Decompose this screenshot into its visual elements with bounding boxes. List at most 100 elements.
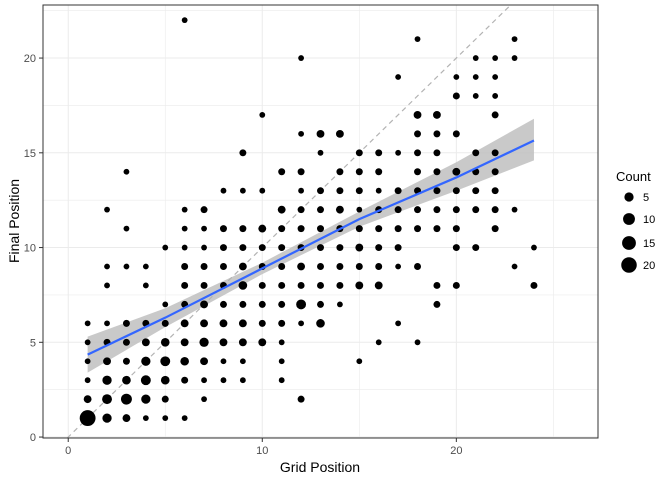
data-point (142, 263, 149, 270)
data-point (238, 319, 247, 328)
data-point (200, 357, 208, 366)
data-point (239, 225, 247, 233)
data-point (141, 338, 150, 347)
data-point (316, 319, 325, 328)
data-point (375, 263, 383, 270)
data-point (219, 225, 227, 233)
data-point (395, 263, 402, 270)
data-point (336, 244, 344, 252)
data-point (491, 149, 499, 157)
data-point (511, 36, 518, 43)
data-point (472, 93, 479, 99)
data-point (356, 206, 363, 213)
data-point (374, 281, 383, 290)
data-point (316, 129, 325, 138)
data-point (375, 225, 383, 233)
trend-line-layer (87, 139, 535, 356)
data-point (258, 224, 267, 233)
data-point (298, 55, 304, 61)
data-point (160, 338, 170, 347)
data-point (160, 375, 170, 385)
legend-key (623, 213, 635, 225)
data-point (297, 262, 306, 271)
data-point (181, 17, 188, 24)
data-point (298, 320, 304, 327)
data-point (472, 187, 480, 195)
data-point (200, 263, 208, 270)
data-point (200, 319, 208, 328)
data-point (160, 356, 171, 367)
data-point (277, 205, 286, 214)
data-point (491, 168, 499, 176)
data-point (238, 281, 248, 290)
data-point (414, 149, 422, 157)
data-point (394, 187, 402, 195)
data-point (181, 206, 188, 213)
legend-key (622, 236, 636, 250)
data-point (181, 415, 188, 422)
data-point (355, 225, 363, 233)
data-point (317, 281, 324, 289)
data-point (104, 263, 110, 270)
data-point (336, 281, 344, 289)
data-point (122, 414, 131, 423)
data-point (317, 244, 324, 252)
data-point (200, 281, 208, 289)
data-point (375, 187, 382, 194)
data-point (297, 281, 305, 289)
data-point (433, 187, 441, 195)
data-point (355, 168, 363, 176)
data-point (395, 320, 402, 327)
legend-label: 20 (643, 260, 655, 272)
data-point (181, 263, 189, 270)
data-point (103, 357, 111, 366)
legend-label: 15 (643, 238, 655, 250)
data-point (123, 225, 130, 232)
plot-background (43, 5, 598, 438)
data-point (238, 338, 247, 347)
data-point (433, 206, 441, 214)
data-point (472, 149, 480, 157)
data-point (298, 187, 304, 194)
data-point (335, 205, 344, 214)
data-point (122, 338, 130, 346)
data-point (395, 74, 402, 80)
data-point (120, 393, 132, 405)
data-point (278, 225, 286, 233)
data-point (452, 167, 461, 176)
data-point (239, 377, 246, 384)
data-point (472, 74, 479, 80)
data-point (259, 187, 266, 194)
x-axis-title: Grid Position (280, 459, 360, 475)
data-point (278, 300, 286, 308)
data-point (394, 206, 402, 214)
data-point (180, 319, 189, 328)
data-point (278, 263, 286, 270)
data-point (492, 93, 499, 99)
axes-layer: 0 10 20 0 5 10 15 20 (24, 53, 463, 457)
data-point (104, 206, 110, 213)
data-point (511, 263, 518, 270)
data-point (492, 74, 499, 80)
data-point (491, 187, 499, 195)
data-point (278, 377, 285, 384)
data-point (161, 319, 169, 327)
data-point (355, 263, 363, 270)
data-point (492, 55, 499, 61)
data-point (84, 320, 91, 327)
data-point (239, 187, 246, 194)
data-point (142, 415, 149, 422)
data-point (452, 244, 460, 252)
y-tick-label: 15 (24, 148, 36, 160)
data-point (181, 225, 188, 232)
data-point (375, 149, 383, 157)
data-point (278, 244, 286, 252)
data-point (102, 375, 112, 385)
data-point (433, 168, 441, 176)
data-point (394, 225, 402, 233)
data-point (337, 301, 343, 308)
data-point (433, 149, 441, 157)
data-point (317, 187, 324, 195)
data-point (219, 338, 228, 347)
points-layer (79, 17, 538, 427)
